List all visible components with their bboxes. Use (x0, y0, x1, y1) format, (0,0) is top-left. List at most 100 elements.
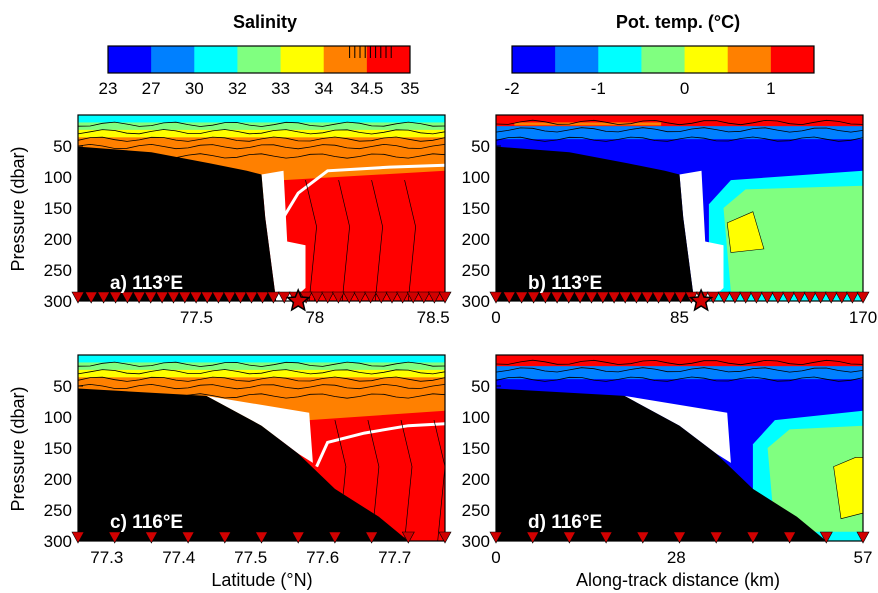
station-marker (746, 531, 760, 544)
y-tick-label: 50 (471, 137, 490, 156)
salinity-field-30 (78, 115, 445, 123)
salinity-deep-water (283, 170, 445, 301)
colorbar-segment (237, 46, 282, 73)
colorbar-segment (280, 46, 325, 73)
no-data-gap (206, 395, 313, 463)
colorbar-segment (555, 46, 599, 73)
station-marker (84, 291, 98, 304)
station-marker (71, 531, 85, 544)
station-marker (596, 291, 610, 304)
station-marker (792, 291, 806, 304)
station-marker (155, 291, 169, 304)
colorbar-segment (108, 46, 152, 73)
colorbar-frame (107, 45, 411, 74)
station-marker (218, 531, 232, 544)
colorbar-tick-label: 32 (228, 79, 247, 98)
x-tick-label: 57 (854, 548, 873, 567)
temperature-field-warm-surface (496, 115, 863, 127)
colorbar-segment (194, 46, 238, 73)
station-marker (97, 291, 111, 304)
isohaline-34.5 (315, 422, 446, 468)
x-tick-label: 77.3 (90, 548, 123, 567)
y-tick-label: 50 (53, 377, 72, 396)
x-tick-label: 77.6 (306, 548, 339, 567)
station-marker (662, 291, 677, 304)
station-marker (132, 291, 146, 304)
y-tick-label: 250 (44, 501, 72, 520)
temperature-field-warm-band (514, 122, 662, 126)
contour-line (371, 180, 383, 302)
x-tick-label: 77.5 (180, 308, 213, 327)
station-marker (771, 291, 785, 304)
station-marker (342, 291, 356, 304)
seafloor-bathymetry (496, 388, 827, 541)
station-marker (71, 291, 85, 304)
y-tick-label: 250 (462, 501, 490, 520)
station-marker (749, 291, 763, 304)
station-marker (364, 291, 378, 304)
station-marker (401, 531, 415, 544)
contour-line (305, 180, 317, 302)
temperature-colorbar-title: Pot. temp. (°C) (616, 12, 740, 32)
panel-a-salinity-113E: 50 100 150 200 250 300 77.5 78 78.5 (44, 114, 452, 327)
contour-line (495, 367, 864, 373)
station-marker (819, 531, 833, 544)
colorbar-tick-label: 34.5 (350, 79, 383, 98)
contour-line (77, 361, 446, 367)
station-marker (673, 291, 688, 304)
station-marker (728, 291, 742, 304)
station-marker (255, 291, 270, 304)
contour-line (77, 369, 446, 375)
contour-line (77, 121, 446, 127)
seafloor-bathymetry (496, 146, 695, 301)
colorbar-segment (727, 46, 772, 73)
station-marker (166, 291, 181, 304)
colorbar-tick-label: 35 (401, 79, 420, 98)
colorbar-segment (366, 46, 411, 73)
y-tick-label: 150 (44, 199, 72, 218)
y-axis-label-top: Pressure (dbar) (8, 146, 28, 271)
station-marker (515, 291, 529, 304)
x-tick-label: 78.5 (417, 308, 450, 327)
station-marker (189, 291, 203, 304)
colorbar-segment (598, 46, 642, 73)
panel-d-label: d) 116°E (528, 512, 602, 533)
colorbar-segment (323, 46, 368, 73)
station-marker (782, 291, 796, 304)
station-marker (406, 291, 420, 304)
station-marker (233, 291, 248, 304)
temperature-field-warm-core (723, 185, 863, 292)
station-marker (717, 291, 731, 304)
x-tick-label: 0 (491, 308, 500, 327)
panel-c-salinity-116E: 50 100 150 200 250 300 77.3 77.4 77.5 77.6 77.7 (44, 354, 452, 567)
station-marker (109, 291, 123, 304)
x-tick-label: 78 (305, 308, 324, 327)
y-tick-label: 150 (462, 439, 490, 458)
y-tick-label: 100 (462, 168, 490, 187)
station-marker (672, 531, 687, 544)
no-data-gap (624, 395, 731, 463)
station-marker (760, 291, 774, 304)
station-marker (353, 291, 367, 304)
station-marker (709, 531, 723, 544)
temperature-field-max (726, 211, 765, 253)
contour-line (495, 119, 864, 126)
station-marker (527, 291, 541, 304)
station-marker (835, 291, 849, 304)
panel-c-label: c) 116°E (110, 512, 183, 533)
station-marker (144, 531, 158, 544)
station-marker (739, 291, 753, 304)
station-marker (573, 291, 587, 304)
station-marker (783, 531, 797, 544)
station-marker (144, 291, 158, 304)
station-marker (181, 531, 195, 544)
contour-line (77, 129, 446, 135)
panel-a-label: a) 113°E (110, 273, 183, 294)
colorbar-tick-label: 23 (99, 79, 118, 98)
station-marker (489, 531, 503, 544)
station-marker (651, 291, 666, 304)
salinity-colorbar: 23 27 30 32 33 34 34.5 35 (99, 45, 420, 98)
colorbar-segment (770, 46, 815, 73)
